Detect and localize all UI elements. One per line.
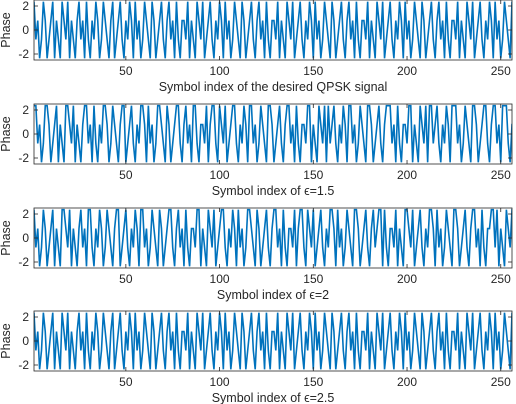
y-tick-label: 2 <box>22 103 29 117</box>
x-tick-label: 200 <box>397 64 417 78</box>
y-axis-label: Phase <box>0 323 13 358</box>
x-tick-label: 150 <box>303 375 323 389</box>
x-tick-label: 100 <box>210 168 230 182</box>
x-tick-label: 50 <box>119 272 133 286</box>
subplot-2: 50 100 150 200 250 -2 0 2 Symbol index of ϵ=1.5 P… <box>0 103 513 198</box>
x-tick-label: 100 <box>210 272 230 286</box>
x-tick-label: 150 <box>303 168 323 182</box>
y-axis-label: Phase <box>0 116 13 151</box>
series-line <box>34 1 512 59</box>
x-tick-label: 250 <box>491 375 511 389</box>
x-axis-label: Symbol index of ϵ=1.5 <box>212 184 335 198</box>
y-tick-label: 2 <box>22 0 29 13</box>
y-axis-label: Phase <box>0 12 13 47</box>
x-tick-label: 250 <box>491 168 511 182</box>
x-tick-label: 100 <box>210 375 230 389</box>
series-line <box>34 104 512 163</box>
x-tick-label: 200 <box>397 375 417 389</box>
x-tick-label: 50 <box>119 64 133 78</box>
y-tick-label: 2 <box>22 310 29 324</box>
y-tick-label: -2 <box>18 47 29 61</box>
x-tick-label: 100 <box>210 64 230 78</box>
y-axis-label: Phase <box>0 220 13 255</box>
series-line <box>34 312 512 370</box>
y-tick-label: -2 <box>18 255 29 269</box>
x-axis-label: Symbol index of the desired QPSK signal <box>159 80 388 94</box>
x-tick-label: 200 <box>397 272 417 286</box>
subplot-3: 50 100 150 200 250 -2 0 2 Symbol index of ϵ=2 Pha… <box>0 207 513 302</box>
y-tick-label: 2 <box>22 207 29 221</box>
y-tick-label: 0 <box>22 334 29 348</box>
y-tick-label: -2 <box>18 151 29 165</box>
x-tick-label: 150 <box>303 64 323 78</box>
x-tick-label: 50 <box>119 168 133 182</box>
x-axis-label: Symbol index of ϵ=2.5 <box>212 391 335 404</box>
y-tick-label: 0 <box>22 127 29 141</box>
y-tick-label: -2 <box>18 358 29 372</box>
x-tick-label: 250 <box>491 272 511 286</box>
series-line <box>34 208 512 267</box>
y-tick-label: 0 <box>22 23 29 37</box>
x-axis-label: Symbol index of ϵ=2 <box>217 288 329 302</box>
x-tick-label: 50 <box>119 375 133 389</box>
y-tick-label: 0 <box>22 231 29 245</box>
subplot-1: 50 100 150 200 250 -2 0 2 Symbol index of the de… <box>0 0 513 94</box>
x-tick-label: 200 <box>397 168 417 182</box>
subplot-4: 50 100 150 200 250 -2 0 2 Symbol index of ϵ=2.5 P… <box>0 310 513 404</box>
x-tick-label: 150 <box>303 272 323 286</box>
x-tick-label: 250 <box>491 64 511 78</box>
